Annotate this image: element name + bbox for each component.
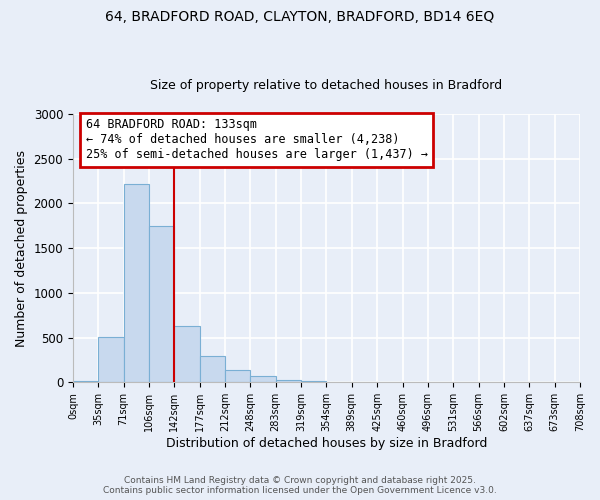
Title: Size of property relative to detached houses in Bradford: Size of property relative to detached ho… (151, 79, 503, 92)
Bar (276, 380, 301, 382)
Text: 64 BRADFORD ROAD: 133sqm
← 74% of detached houses are smaller (4,238)
25% of sem: 64 BRADFORD ROAD: 133sqm ← 74% of detach… (86, 118, 428, 162)
Bar (250, 376, 276, 382)
Bar (175, 326, 200, 382)
X-axis label: Distribution of detached houses by size in Bradford: Distribution of detached houses by size … (166, 437, 487, 450)
Bar (98, 336, 124, 382)
Bar (225, 370, 250, 382)
Bar (149, 226, 175, 382)
Bar (200, 356, 225, 382)
Bar (73, 381, 98, 382)
Text: Contains HM Land Registry data © Crown copyright and database right 2025.
Contai: Contains HM Land Registry data © Crown c… (103, 476, 497, 495)
Bar (124, 184, 149, 382)
Y-axis label: Number of detached properties: Number of detached properties (15, 150, 28, 346)
Text: 64, BRADFORD ROAD, CLAYTON, BRADFORD, BD14 6EQ: 64, BRADFORD ROAD, CLAYTON, BRADFORD, BD… (106, 10, 494, 24)
